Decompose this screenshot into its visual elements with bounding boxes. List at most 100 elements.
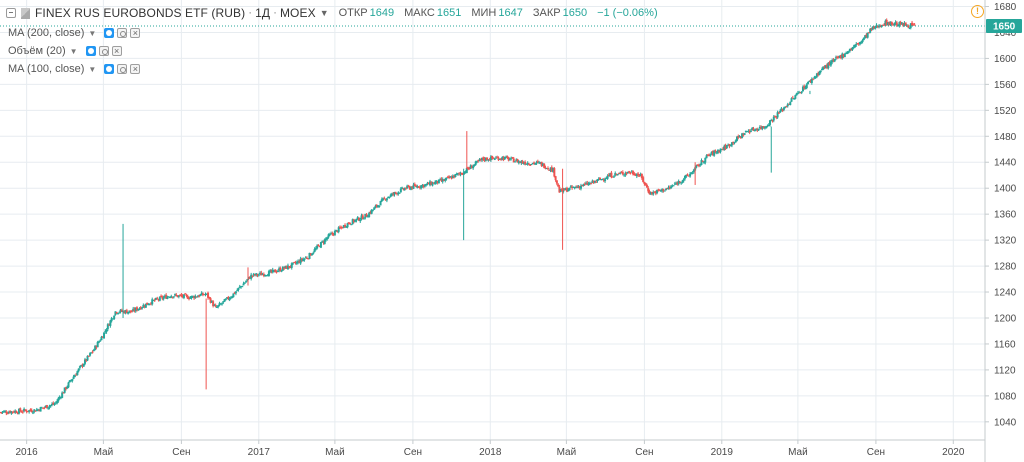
candle-body	[87, 355, 90, 357]
candle-body	[630, 171, 633, 173]
candle-body	[843, 54, 846, 58]
candle-body	[270, 269, 273, 273]
candle-body	[48, 405, 51, 408]
indicator-label[interactable]: MA (100, close)	[8, 63, 85, 75]
candle-body	[142, 305, 145, 308]
candle-body	[299, 258, 302, 264]
candle-body	[874, 27, 877, 29]
chevron-down-icon[interactable]: ▼	[69, 46, 78, 56]
candle-body	[411, 186, 414, 189]
candle-body	[113, 315, 116, 319]
candle-body	[261, 274, 264, 276]
candle-body	[791, 97, 794, 99]
candle-body	[446, 176, 449, 178]
candle-body	[205, 293, 208, 295]
candle-body	[82, 364, 85, 367]
candle-body	[171, 296, 174, 298]
interval[interactable]: 1Д	[255, 6, 271, 20]
candle-body	[634, 174, 637, 176]
candle-body	[163, 295, 166, 297]
candle-body	[218, 303, 221, 306]
y-tick-label: 1520	[994, 106, 1017, 117]
candle-body	[68, 380, 71, 383]
indicator-row-ma200[interactable]: MA (200, close) ▼ ×	[8, 26, 143, 40]
candle-body	[153, 299, 156, 301]
close-icon[interactable]: ×	[130, 28, 141, 38]
candle-body	[857, 42, 860, 45]
gear-icon[interactable]	[98, 46, 109, 56]
gear-icon[interactable]	[117, 28, 128, 38]
candle-body	[765, 126, 768, 129]
indicator-label[interactable]: MA (200, close)	[8, 27, 85, 39]
candle-body	[406, 185, 409, 188]
candle-body	[52, 403, 55, 405]
candle-body	[14, 410, 17, 413]
candle-body	[160, 295, 163, 297]
y-tick-label: 1080	[994, 391, 1017, 402]
candle-body	[708, 155, 711, 157]
candle-body	[403, 188, 406, 191]
last-price-label: 1650	[993, 21, 1016, 32]
chevron-down-icon[interactable]: ▼	[319, 8, 329, 18]
candle-body	[128, 310, 131, 313]
candle-body	[483, 158, 486, 161]
close-icon[interactable]: ×	[130, 64, 141, 74]
candle-body	[746, 131, 749, 133]
candle-body	[703, 161, 706, 163]
candle-body	[138, 308, 141, 310]
candle-body	[135, 307, 138, 311]
chevron-down-icon[interactable]: ▼	[88, 28, 97, 38]
candle-body	[418, 186, 421, 188]
candle-body	[151, 299, 154, 305]
candle-body	[834, 57, 837, 59]
candle-body	[331, 233, 334, 235]
candle-body	[525, 163, 528, 165]
candle-body	[818, 72, 821, 75]
candle-body	[486, 157, 489, 161]
candle-body	[408, 186, 411, 190]
candle-body	[828, 62, 831, 66]
chart-grid	[0, 0, 985, 440]
chevron-down-icon[interactable]: ▼	[88, 64, 97, 74]
candle-body	[819, 70, 822, 73]
candle-body	[790, 98, 793, 102]
indicator-label[interactable]: Объём (20)	[8, 45, 66, 57]
candle-body	[201, 293, 204, 295]
candle-body	[325, 238, 328, 240]
candle-body	[195, 296, 198, 298]
candle-body	[176, 295, 179, 298]
candle-body	[739, 136, 742, 138]
candle-body	[889, 21, 892, 26]
collapse-icon[interactable]	[6, 8, 16, 18]
candle-body	[279, 267, 282, 272]
candle-body	[838, 55, 841, 58]
candle-body	[92, 349, 95, 352]
indicator-row-ma100[interactable]: MA (100, close) ▼ ×	[8, 62, 143, 76]
candle-body	[592, 180, 595, 183]
candle-body	[204, 294, 207, 296]
candle-body	[809, 80, 812, 83]
candle-body	[250, 274, 253, 279]
candle-body	[550, 167, 553, 172]
candle-body	[47, 407, 50, 409]
eye-icon[interactable]	[104, 64, 115, 74]
eye-icon[interactable]	[85, 46, 96, 56]
candle-body	[101, 336, 104, 338]
candle-body	[158, 296, 161, 301]
candle-body	[678, 181, 681, 183]
symbol-name[interactable]: FINEX RUS EUROBONDS ETF (RUB)	[35, 6, 246, 20]
candle-body	[354, 219, 357, 222]
candle-body	[772, 116, 775, 121]
candle-body	[333, 231, 336, 236]
alert-icon[interactable]: !	[971, 5, 984, 18]
candle-body	[621, 172, 624, 175]
indicator-row-volume[interactable]: Объём (20) ▼ ×	[8, 44, 125, 58]
gear-icon[interactable]	[117, 64, 128, 74]
close-icon[interactable]: ×	[111, 46, 122, 56]
candle-body	[549, 167, 552, 171]
candle-body	[470, 166, 473, 169]
eye-icon[interactable]	[104, 28, 115, 38]
candle-body	[401, 187, 404, 189]
